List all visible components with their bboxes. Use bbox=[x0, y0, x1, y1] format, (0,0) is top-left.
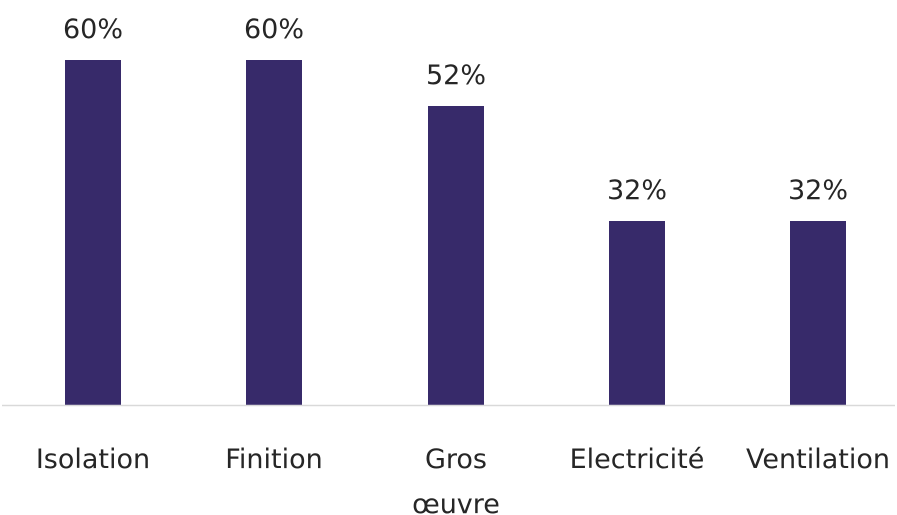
value-labels-group: 60% 60% 52% 32% 32% bbox=[63, 14, 848, 206]
bar-gros-oeuvre bbox=[428, 106, 484, 405]
category-label-isolation: Isolation bbox=[36, 444, 150, 475]
category-labels-group: Isolation Finition Gros œuvre Electricité Ven… bbox=[36, 444, 890, 515]
bars-group bbox=[65, 60, 846, 405]
category-label-electricite: Electricité bbox=[570, 444, 705, 475]
value-label-electricite: 32% bbox=[607, 175, 667, 206]
category-label-finition: Finition bbox=[225, 444, 322, 475]
category-label-ventilation: Ventilation bbox=[746, 444, 890, 475]
category-label-gros-oeuvre: Gros œuvre bbox=[412, 444, 500, 515]
bar-electricite bbox=[609, 221, 665, 405]
value-label-gros-oeuvre: 52% bbox=[426, 60, 486, 91]
bar-ventilation bbox=[790, 221, 846, 405]
value-label-ventilation: 32% bbox=[788, 175, 848, 206]
bar-finition bbox=[246, 60, 302, 405]
bar-isolation bbox=[65, 60, 121, 405]
value-label-finition: 60% bbox=[244, 14, 304, 45]
value-label-isolation: 60% bbox=[63, 14, 123, 45]
